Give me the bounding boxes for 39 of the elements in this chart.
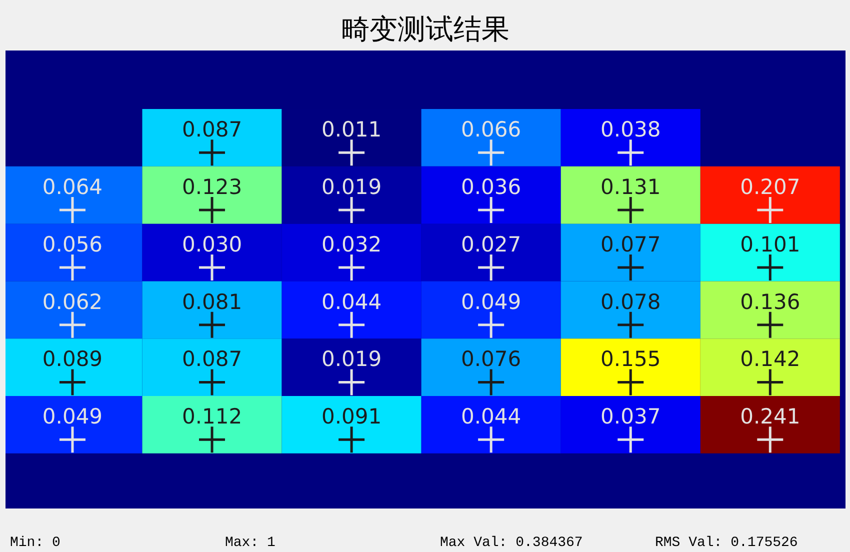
- data-label: 0.241: [740, 404, 800, 429]
- text: Max Val: 0.384367: [440, 534, 583, 552]
- data-label: 0.037: [600, 404, 661, 429]
- data-label: 0.019: [321, 347, 382, 372]
- data-label: 0.142: [740, 347, 800, 372]
- chart-title: 畸变测试结果: [342, 12, 510, 46]
- data-label: 0.077: [600, 232, 661, 256]
- data-label: 0.049: [461, 290, 522, 314]
- data-label: 0.089: [42, 347, 103, 372]
- text: Max: 1: [225, 534, 276, 552]
- text: RMS Val: 0.175526: [655, 534, 798, 552]
- data-label: 0.076: [461, 347, 522, 372]
- data-label: 0.044: [321, 290, 382, 314]
- data-label: 0.136: [740, 290, 800, 314]
- data-label: 0.081: [182, 290, 242, 314]
- data-label: 0.064: [42, 174, 103, 199]
- text: Min: 0: [10, 534, 60, 552]
- data-label: 0.066: [461, 118, 522, 142]
- data-label: 0.044: [461, 404, 522, 429]
- data-label: 0.101: [740, 232, 800, 256]
- data-label: 0.078: [600, 290, 661, 314]
- data-label: 0.030: [182, 232, 242, 256]
- data-label: 0.019: [321, 174, 382, 199]
- data-label: 0.123: [182, 174, 242, 199]
- data-label: 0.207: [740, 174, 800, 199]
- data-label: 0.032: [321, 232, 382, 256]
- data-label: 0.091: [321, 404, 382, 429]
- data-label: 0.155: [600, 347, 661, 372]
- data-label: 0.056: [42, 232, 103, 256]
- data-label: 0.087: [182, 118, 242, 142]
- data-label: 0.049: [42, 404, 103, 429]
- data-label: 0.036: [461, 174, 522, 199]
- data-label: 0.038: [600, 118, 661, 142]
- data-label: 0.062: [42, 290, 103, 314]
- data-label: 0.087: [182, 347, 242, 372]
- data-label: 0.027: [461, 232, 522, 256]
- data-label: 0.112: [182, 404, 242, 429]
- data-label: 0.011: [321, 118, 382, 142]
- data-label: 0.131: [600, 174, 661, 199]
